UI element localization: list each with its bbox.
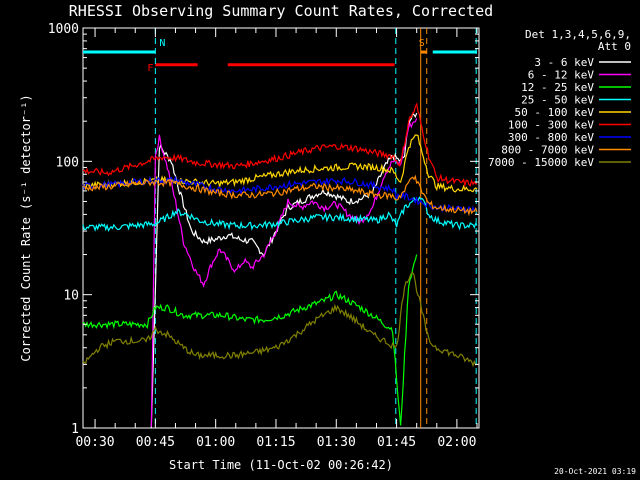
legend-label: 100 - 300 keV: [508, 119, 594, 132]
y-axis-title: Corrected Count Rate (s⁻¹ detector⁻¹): [19, 94, 33, 361]
y-tick-label: 10: [63, 289, 79, 304]
x-tick-label: 02:00: [437, 435, 476, 450]
series-line-9: [82, 272, 478, 368]
x-tick-label: 01:45: [377, 435, 416, 450]
x-axis-title: Start Time (11-Oct-02 00:26:42): [169, 458, 393, 472]
plot-frame: [82, 27, 480, 429]
legend-label: 6 - 12 keV: [528, 69, 595, 82]
legend-label: 25 - 50 keV: [521, 94, 594, 107]
series-lines: [82, 102, 478, 429]
observing-bars: F N S: [83, 38, 477, 74]
timestamp: 20-Oct-2021 03:19: [554, 467, 636, 476]
series-line-8: [82, 174, 478, 217]
y-tick-label: 100: [56, 155, 79, 170]
legend-label: 7000 - 15000 keV: [488, 156, 594, 169]
x-tick-label: 01:00: [196, 435, 235, 450]
series-line-2: [150, 118, 418, 427]
y-axis: 1 10 100 1000: [48, 22, 479, 437]
series-line-4: [82, 196, 478, 232]
legend-label: 50 - 100 keV: [515, 106, 595, 119]
bar-f-label: F: [147, 63, 153, 74]
y-tick-label: 1000: [48, 22, 79, 37]
bar-s-label: S: [419, 38, 425, 49]
legend-label: 300 - 800 keV: [508, 131, 594, 144]
series-line-6: [82, 102, 478, 188]
chart-title: RHESSI Observing Summary Count Rates, Co…: [69, 2, 493, 20]
x-tick-label: 00:30: [75, 435, 114, 450]
legend-label: 12 - 25 keV: [521, 81, 594, 94]
legend-header-detectors: Det 1,3,4,5,6,9,: [525, 28, 631, 41]
x-tick-label: 01:30: [317, 435, 356, 450]
legend-header-attenuator: Att 0: [598, 40, 631, 53]
series-line-3: [82, 254, 418, 426]
x-axis: 00:30 00:45 01:00 01:15 01:30 01:45 02:00: [75, 28, 478, 450]
marker-lines: [154, 28, 477, 428]
legend-label: 3 - 6 keV: [534, 56, 594, 69]
x-tick-label: 00:45: [136, 435, 175, 450]
legend-label: 800 - 7000 keV: [501, 144, 594, 157]
y-tick-label: 1: [71, 422, 79, 437]
x-tick-label: 01:15: [256, 435, 295, 450]
bar-n-label: N: [159, 38, 165, 49]
plot-area: [82, 27, 480, 429]
